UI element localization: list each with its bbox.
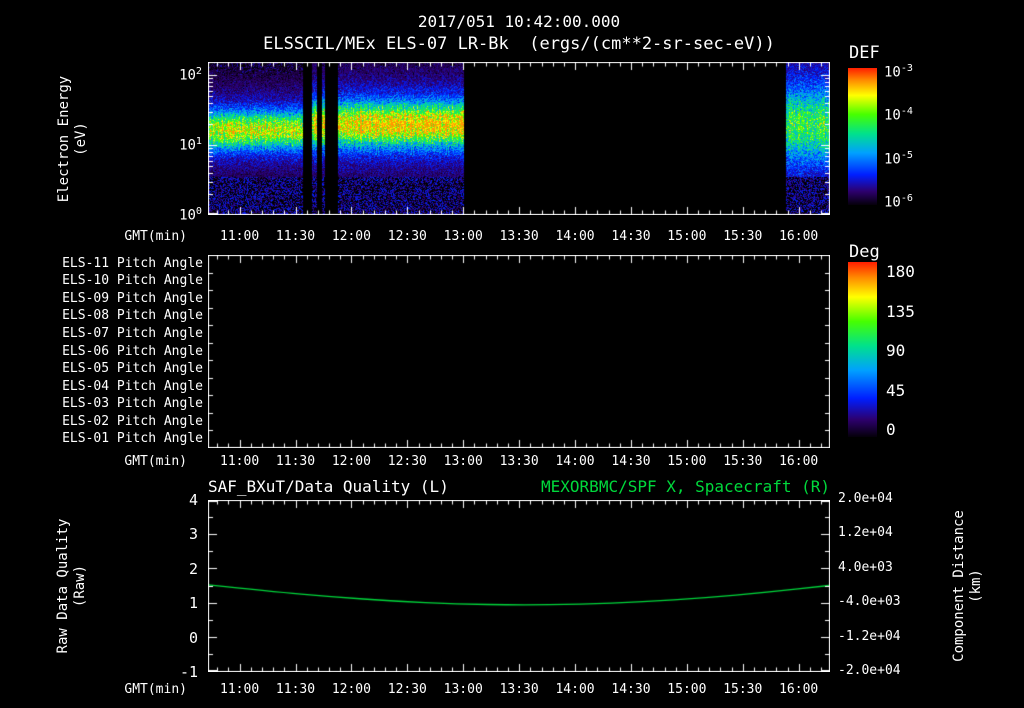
x-tick-label-bottom: 12:00 (331, 682, 371, 697)
def-colorbar-tick-label: 10-3 (884, 63, 913, 81)
deg-colorbar-tick-label: 90 (886, 341, 906, 360)
x-tick-label-bottom: 11:30 (275, 682, 316, 697)
spectrogram-y-tick-label: 101 (179, 136, 202, 154)
pitch-angle-panel (208, 255, 830, 448)
data-quality-title: SAF_BXuT/Data Quality (L) (208, 477, 449, 496)
distance-y-tick-label: -2.0e+04 (838, 663, 901, 678)
y-axis-title-line: (eV) (73, 122, 89, 156)
x-tick-label-bottom: 14:00 (555, 682, 595, 697)
def-colorbar-label: DEF (849, 43, 880, 63)
pitch-row-label: ELS-03 Pitch Angle (62, 396, 203, 412)
x-tick-label-bottom: 13:00 (443, 682, 483, 697)
x-tick-label-spectrogram: 16:00 (779, 229, 819, 244)
x-tick-label-spectrogram: 14:00 (555, 229, 595, 244)
x-tick-label-pitch: 15:30 (723, 454, 763, 469)
gmt-axis-label-bottom: GMT(min) (124, 682, 187, 697)
y-axis-title-line: (km) (968, 569, 984, 603)
spectrogram-y-tick-label: 100 (179, 206, 202, 224)
x-tick-label-pitch: 11:30 (275, 454, 316, 469)
spacecraft-distance-title: MEXORBMC/SPF X, Spacecraft (R) (541, 477, 830, 496)
x-tick-label-spectrogram: 13:00 (443, 229, 483, 244)
x-tick-label-bottom: 15:30 (723, 682, 763, 697)
deg-colorbar-tick-label: 180 (886, 262, 915, 281)
page-title-timestamp: 2017/051 10:42:00.000 (417, 12, 621, 31)
y-axis-title-line: Electron Energy (56, 75, 72, 203)
x-tick-label-pitch: 13:30 (499, 454, 539, 469)
x-tick-label-pitch: 12:30 (387, 454, 427, 469)
distance-y-tick-label: -1.2e+04 (838, 628, 901, 644)
def-colorbar-tick-label: 10-6 (884, 192, 913, 211)
electron-energy-spectrogram (208, 62, 830, 215)
x-tick-label-spectrogram: 13:30 (499, 229, 539, 244)
data-quality-distance-chart (208, 500, 830, 672)
x-tick-label-spectrogram: 14:30 (611, 229, 651, 244)
deg-colorbar-tick-label: 45 (886, 380, 906, 400)
pitch-row-label: ELS-06 Pitch Angle (62, 343, 203, 359)
x-tick-label-bottom: 14:30 (611, 682, 651, 697)
quality-y-tick-label: 0 (188, 628, 198, 647)
pitch-row-label: ELS-01 Pitch Angle (62, 431, 203, 447)
deg-colorbar (848, 262, 877, 437)
distance-y-tick-label: -4.0e+03 (838, 594, 901, 610)
x-tick-label-pitch: 11:00 (220, 454, 260, 469)
x-tick-label-spectrogram: 12:00 (331, 229, 371, 244)
pitch-row-label: ELS-09 Pitch Angle (62, 290, 203, 306)
x-tick-label-spectrogram: 15:30 (723, 229, 763, 244)
x-tick-label-bottom: 12:30 (387, 682, 427, 697)
y-axis-title-line: Raw Data Quality (55, 518, 71, 654)
pitch-row-label: ELS-07 Pitch Angle (62, 325, 203, 341)
x-tick-label-pitch: 16:00 (779, 454, 819, 469)
pitch-row-label: ELS-05 Pitch Angle (62, 361, 203, 377)
x-tick-label-pitch: 14:00 (555, 454, 595, 469)
def-colorbar-tick-label: 10-5 (884, 149, 913, 168)
spectrogram-title: ELSSCIL/MEx ELS-07 LR-Bk (ergs/(cm**2-sr… (263, 34, 775, 54)
quality-y-tick-label: 4 (188, 491, 198, 509)
pitch-row-label: ELS-11 Pitch Angle (62, 255, 203, 271)
x-tick-label-spectrogram: 11:30 (275, 229, 316, 244)
spectrogram-y-axis-title: Electron Energy (eV) (56, 39, 90, 239)
deg-colorbar-label: Deg (849, 242, 880, 262)
spectrogram-y-tick-label: 102 (179, 66, 202, 84)
gmt-axis-label-spectrogram: GMT(min) (124, 229, 187, 244)
def-colorbar (848, 68, 877, 205)
distance-y-tick-label: 2.0e+04 (838, 491, 893, 506)
x-tick-label-pitch: 15:00 (667, 454, 707, 469)
quality-y-tick-label: 3 (188, 525, 198, 544)
deg-colorbar-tick-label: 135 (886, 301, 915, 321)
y-axis-title-line: Component Distance (951, 510, 967, 662)
distance-y-tick-label: 1.2e+04 (838, 525, 893, 541)
x-tick-label-bottom: 13:30 (499, 682, 539, 697)
def-colorbar-tick-label: 10-4 (884, 106, 913, 124)
x-tick-label-pitch: 14:30 (611, 454, 651, 469)
x-tick-label-spectrogram: 15:00 (667, 229, 707, 244)
x-tick-label-bottom: 15:00 (667, 682, 707, 697)
distance-y-axis-title: Component Distance (km) (951, 486, 985, 686)
quality-y-tick-label: -1 (179, 663, 198, 681)
x-tick-label-bottom: 11:00 (220, 682, 260, 697)
y-axis-title-line: (Raw) (72, 564, 88, 608)
pitch-row-label: ELS-08 Pitch Angle (62, 308, 203, 324)
quality-y-axis-title: Raw Data Quality (Raw) (55, 486, 89, 686)
x-tick-label-pitch: 12:00 (331, 454, 371, 469)
x-tick-label-bottom: 16:00 (779, 682, 819, 697)
x-tick-label-spectrogram: 12:30 (387, 229, 427, 244)
pitch-row-label: ELS-02 Pitch Angle (62, 413, 203, 429)
distance-y-tick-label: 4.0e+03 (838, 559, 893, 575)
pitch-row-label: ELS-04 Pitch Angle (62, 378, 203, 394)
pitch-row-label: ELS-10 Pitch Angle (62, 273, 203, 289)
gmt-axis-label-pitch: GMT(min) (124, 454, 187, 469)
x-tick-label-spectrogram: 11:00 (220, 229, 260, 244)
quality-y-tick-label: 2 (188, 559, 198, 578)
deg-colorbar-tick-label: 0 (886, 420, 896, 439)
x-tick-label-pitch: 13:00 (443, 454, 483, 469)
quality-y-tick-label: 1 (188, 594, 198, 613)
